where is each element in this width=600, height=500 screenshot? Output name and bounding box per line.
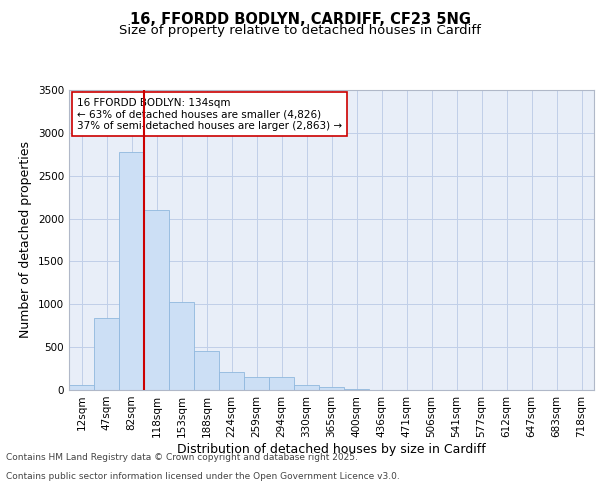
Bar [244, 376, 269, 390]
Text: 16 FFORDD BODLYN: 134sqm
← 63% of detached houses are smaller (4,826)
37% of sem: 16 FFORDD BODLYN: 134sqm ← 63% of detach… [77, 98, 342, 130]
Bar [319, 387, 344, 390]
Bar [69, 386, 94, 390]
Bar [269, 376, 294, 390]
Bar [144, 210, 169, 390]
Text: Contains public sector information licensed under the Open Government Licence v3: Contains public sector information licen… [6, 472, 400, 481]
Text: 16, FFORDD BODLYN, CARDIFF, CF23 5NG: 16, FFORDD BODLYN, CARDIFF, CF23 5NG [130, 12, 470, 28]
Y-axis label: Number of detached properties: Number of detached properties [19, 142, 32, 338]
Text: Contains HM Land Registry data © Crown copyright and database right 2025.: Contains HM Land Registry data © Crown c… [6, 454, 358, 462]
Text: Size of property relative to detached houses in Cardiff: Size of property relative to detached ho… [119, 24, 481, 37]
Bar [194, 350, 219, 390]
Bar [344, 389, 369, 390]
Bar [294, 386, 319, 390]
X-axis label: Distribution of detached houses by size in Cardiff: Distribution of detached houses by size … [177, 442, 486, 456]
Bar [219, 372, 244, 390]
Bar [119, 152, 144, 390]
Bar [169, 302, 194, 390]
Bar [94, 318, 119, 390]
